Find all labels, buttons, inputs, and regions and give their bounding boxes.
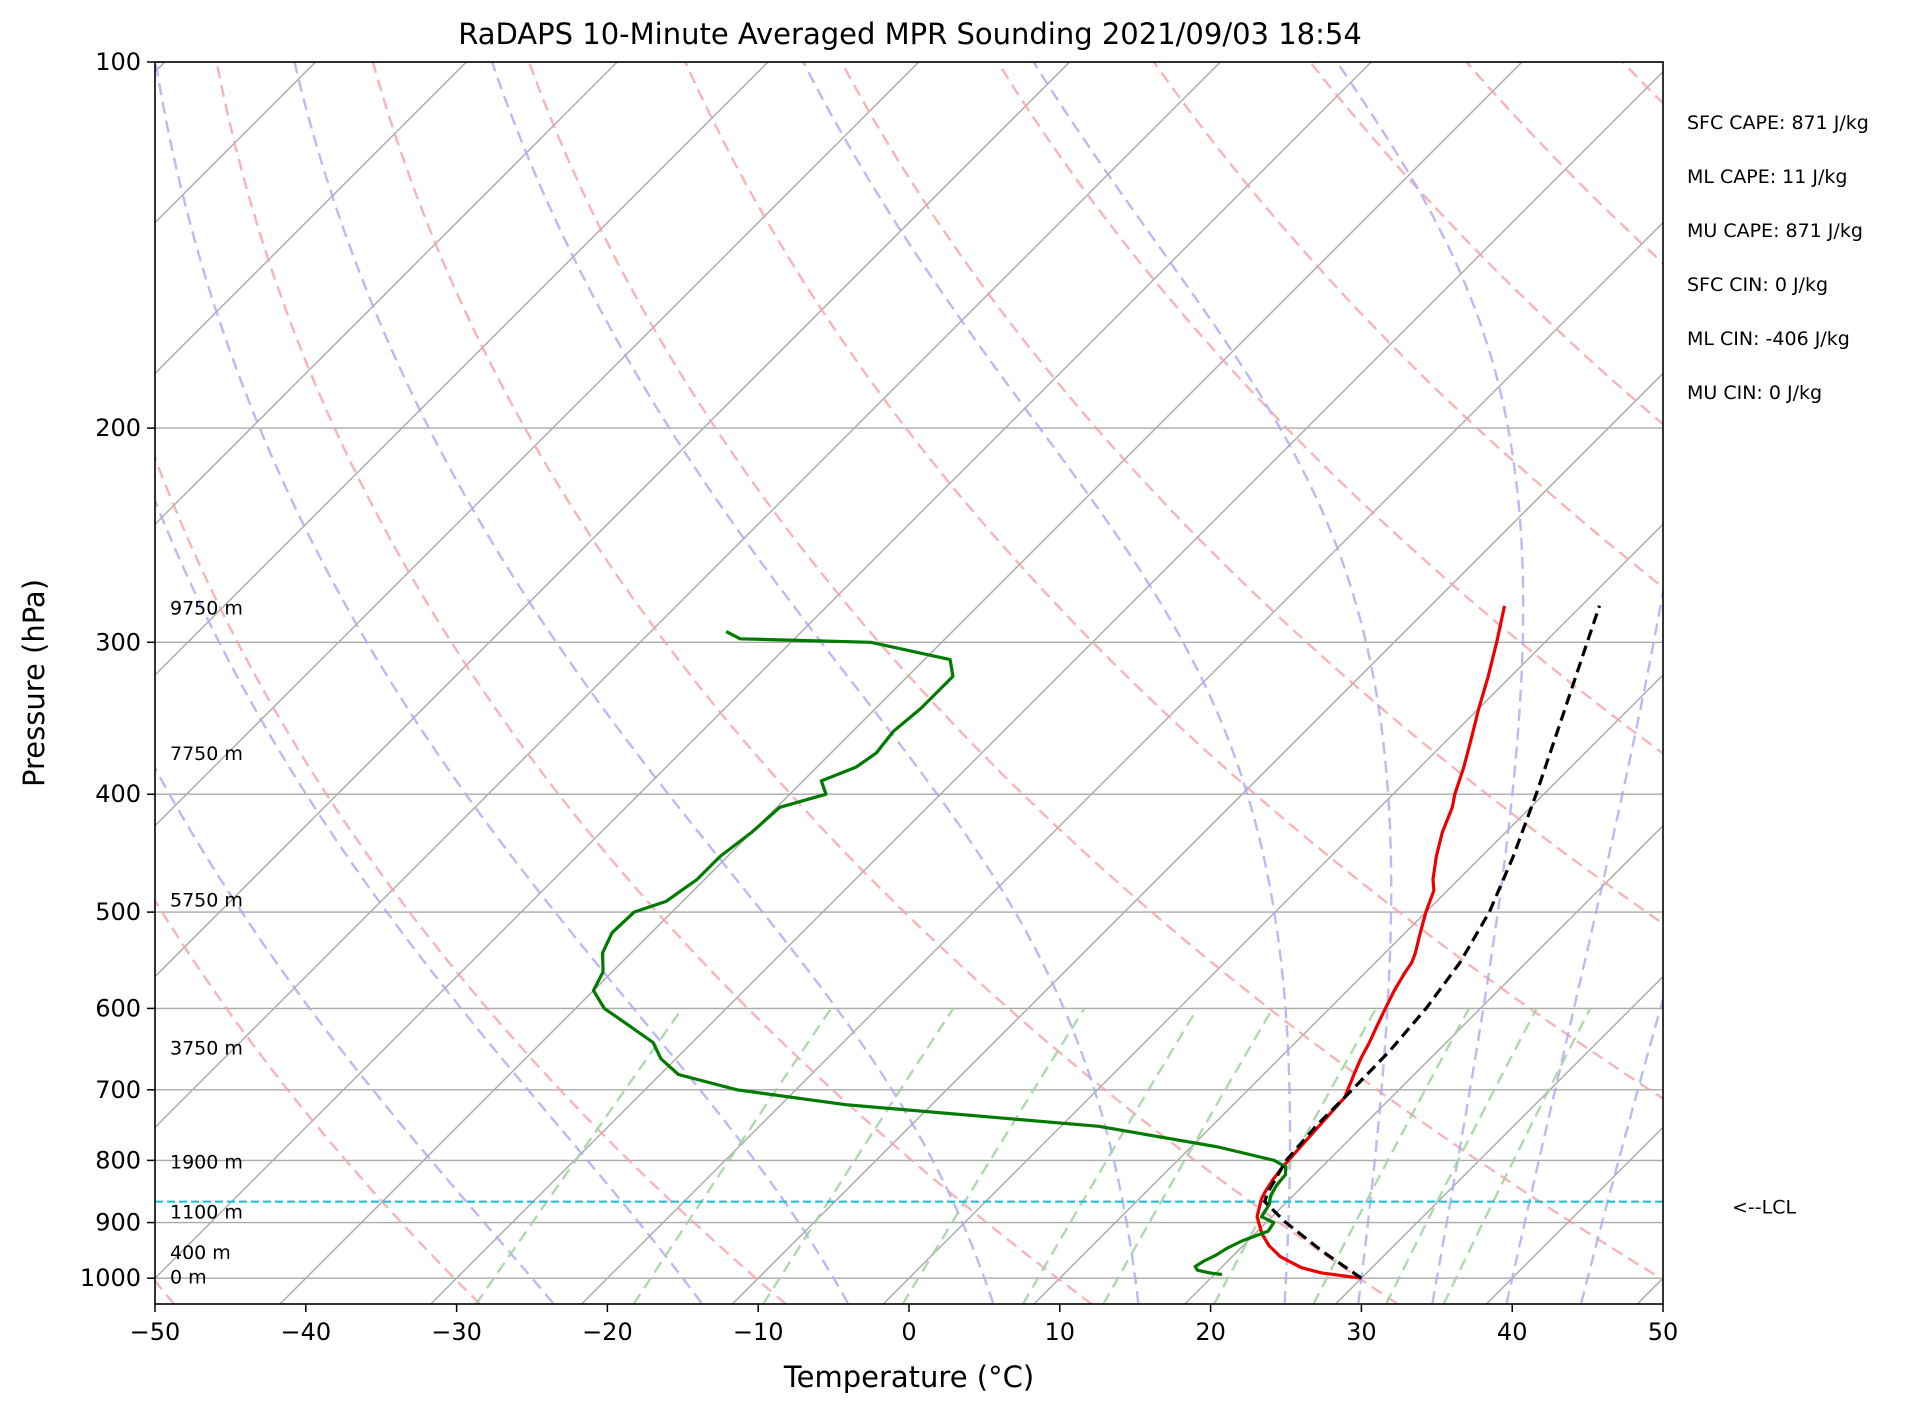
x-axis-label: Temperature (°C) bbox=[783, 1360, 1034, 1394]
y-tick-label: 400 bbox=[95, 780, 141, 808]
x-tick-label: −50 bbox=[130, 1318, 181, 1346]
height-label: 3750 m bbox=[170, 1037, 243, 1059]
x-tick-label: 0 bbox=[901, 1318, 916, 1346]
lcl-label: <--LCL bbox=[1732, 1197, 1796, 1219]
chart-title: RaDAPS 10-Minute Averaged MPR Sounding 2… bbox=[458, 17, 1362, 51]
y-tick-label: 700 bbox=[95, 1076, 141, 1104]
x-tick-label: −10 bbox=[733, 1318, 784, 1346]
height-label: 7750 m bbox=[170, 743, 243, 765]
height-label: 400 m bbox=[170, 1242, 231, 1264]
y-tick-label: 200 bbox=[95, 414, 141, 442]
y-tick-label: 100 bbox=[95, 48, 141, 76]
y-tick-label: 500 bbox=[95, 898, 141, 926]
y-axis-label: Pressure (hPa) bbox=[17, 579, 51, 787]
height-label: 1100 m bbox=[170, 1201, 243, 1223]
x-tick-label: −30 bbox=[431, 1318, 482, 1346]
stat-label: MU CAPE: 871 J/kg bbox=[1687, 220, 1863, 242]
height-label: 9750 m bbox=[170, 598, 243, 620]
x-tick-label: −20 bbox=[582, 1318, 633, 1346]
stat-label: ML CIN: -406 J/kg bbox=[1687, 328, 1850, 350]
height-label: 5750 m bbox=[170, 889, 243, 911]
stat-label: ML CAPE: 11 J/kg bbox=[1687, 166, 1847, 188]
x-tick-label: 10 bbox=[1045, 1318, 1076, 1346]
stat-label: SFC CAPE: 871 J/kg bbox=[1687, 112, 1869, 134]
x-tick-label: 40 bbox=[1497, 1318, 1528, 1346]
y-tick-label: 600 bbox=[95, 994, 141, 1022]
y-tick-label: 1000 bbox=[80, 1264, 141, 1292]
y-tick-label: 800 bbox=[95, 1146, 141, 1174]
x-tick-label: 30 bbox=[1346, 1318, 1377, 1346]
height-label: 0 m bbox=[170, 1267, 207, 1289]
x-tick-label: 50 bbox=[1648, 1318, 1679, 1346]
y-tick-label: 900 bbox=[95, 1209, 141, 1237]
height-label: 1900 m bbox=[170, 1152, 243, 1174]
x-tick-label: −40 bbox=[280, 1318, 331, 1346]
x-tick-label: 20 bbox=[1195, 1318, 1226, 1346]
stat-label: MU CIN: 0 J/kg bbox=[1687, 382, 1822, 404]
y-tick-label: 300 bbox=[95, 628, 141, 656]
stat-label: SFC CIN: 0 J/kg bbox=[1687, 274, 1828, 296]
